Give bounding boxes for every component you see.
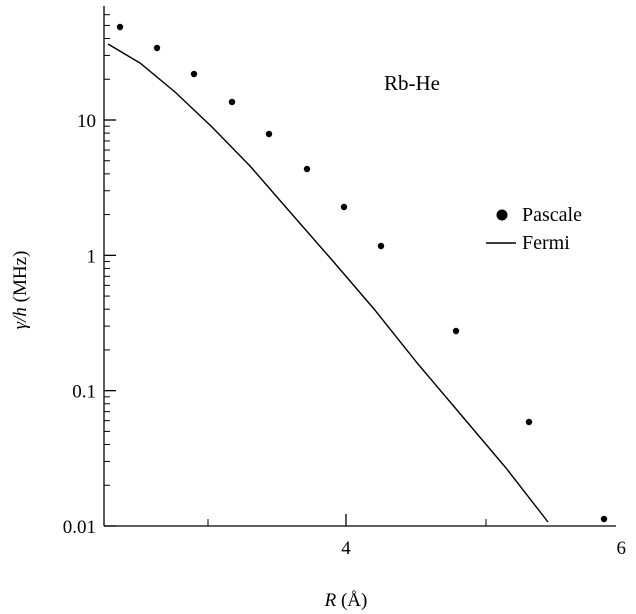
y-tick-label: 0.1 (72, 382, 96, 403)
data-point (600, 515, 608, 523)
y-tick-label: 0.01 (63, 517, 96, 538)
data-point (265, 130, 273, 138)
data-point (340, 203, 348, 211)
tick-labels: 0.01 0.1 1 10 4 6 (63, 111, 626, 559)
ticks (104, 14, 487, 527)
legend-label-pascale: Pascale (522, 204, 582, 226)
legend-marker-pascale (496, 209, 508, 221)
x-axis-title: R (Å) (324, 590, 368, 611)
legend: Pascale Fermi (486, 204, 582, 254)
x-tick-label: 4 (341, 538, 351, 559)
legend-label-fermi: Fermi (522, 232, 570, 254)
series-line-fermi (107, 43, 549, 523)
data-point (377, 242, 385, 250)
series-layer (107, 23, 608, 523)
annotation-label: Rb-He (384, 71, 440, 95)
data-point (452, 327, 460, 335)
y-axis-title: γ/h (MHz) (10, 251, 31, 330)
data-point (190, 70, 198, 78)
data-point (153, 44, 161, 52)
data-point (116, 23, 124, 31)
x-tick-label: 6 (617, 538, 627, 559)
y-tick-label: 10 (77, 111, 96, 132)
data-point (303, 165, 311, 173)
y-tick-label: 1 (87, 246, 97, 267)
axes (103, 6, 616, 527)
data-point (228, 98, 236, 106)
data-point (525, 418, 533, 426)
